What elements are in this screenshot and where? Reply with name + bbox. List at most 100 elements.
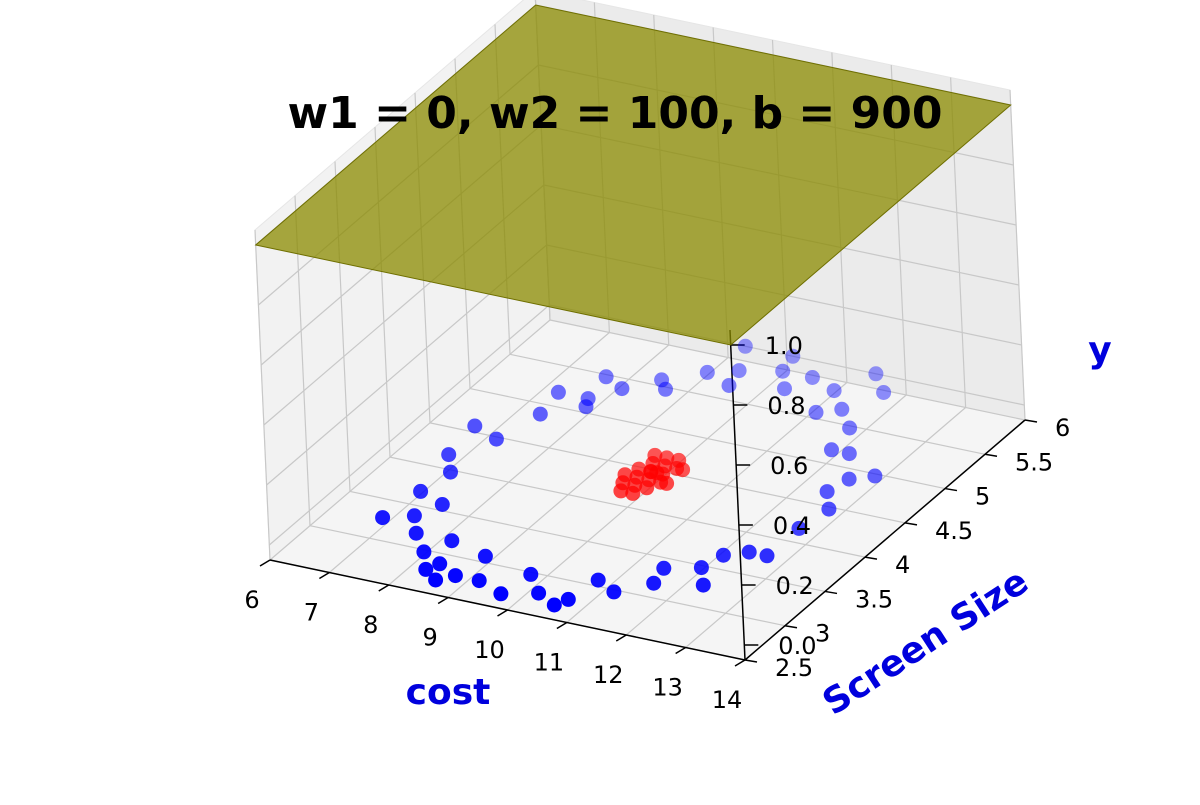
blue-point: [785, 348, 801, 364]
blue-point: [759, 548, 775, 564]
z-tick-label: 0.2: [776, 572, 814, 600]
y-axis-line: [744, 419, 1026, 661]
floor-grid-y: [509, 353, 986, 455]
x-tick-label: 12: [593, 661, 624, 689]
blue-point: [413, 483, 429, 499]
blue-point: [721, 378, 737, 393]
blue-point: [693, 560, 709, 576]
blue-point: [658, 381, 673, 397]
x-axis-label: cost: [406, 672, 491, 713]
y-tick-mark: [944, 487, 958, 492]
y-tick-label: 4: [895, 551, 910, 579]
x-tick-mark: [318, 571, 330, 580]
left-grid-y: [254, 229, 271, 561]
surface-plane: [254, 4, 1012, 346]
blue-point: [606, 584, 622, 600]
x-tick-mark: [378, 584, 390, 592]
blue-point: [441, 447, 457, 463]
blue-point: [443, 464, 458, 480]
x-tick-mark: [675, 646, 687, 655]
blue-point: [546, 597, 562, 613]
blue-point: [841, 471, 857, 487]
y-tick-mark: [904, 522, 918, 526]
blue-point: [821, 501, 837, 517]
z-axis-label: y: [1088, 330, 1111, 371]
blue-point: [842, 420, 858, 436]
blue-point: [416, 544, 432, 560]
decision-plane: [254, 4, 1012, 346]
blue-point: [523, 566, 539, 582]
blue-point: [656, 560, 672, 576]
x-tick-label: 13: [652, 674, 683, 702]
red-point: [625, 485, 641, 501]
blue-point: [375, 510, 391, 526]
blue-point: [406, 508, 422, 524]
floor-grid-x: [685, 407, 967, 648]
blue-point: [834, 401, 850, 417]
y-tick-label: 4.5: [935, 517, 973, 545]
blue-point: [777, 381, 792, 397]
blue-point: [819, 484, 835, 500]
floor-grid-y: [389, 456, 866, 558]
floor-grid-x: [447, 357, 729, 598]
blue-point: [531, 585, 547, 601]
floor-grid-x: [566, 382, 848, 623]
y-tick-label: 5: [975, 483, 990, 511]
z-tick-label: 0.6: [770, 452, 808, 480]
x-tick-label: 14: [712, 686, 743, 714]
blue-point: [532, 406, 548, 422]
blue-point: [731, 363, 747, 379]
blue-point: [824, 442, 839, 458]
blue-point: [868, 366, 884, 382]
blue-point: [444, 533, 460, 549]
x-tick-label: 6: [244, 586, 259, 614]
blue-point: [418, 561, 434, 577]
blue-point: [598, 369, 614, 385]
blue-point: [646, 575, 662, 591]
z-axis-line: [729, 329, 746, 661]
floor-grid-y: [549, 319, 1026, 421]
x-tick-mark: [437, 596, 449, 605]
y-tick-mark: [824, 590, 838, 595]
red-point: [639, 480, 655, 496]
floor-grid-y: [349, 490, 826, 593]
floor-grid-x: [328, 332, 610, 573]
blue-point: [560, 591, 576, 607]
y-tick-mark: [864, 556, 878, 560]
y-tick-label: 3.5: [855, 585, 893, 613]
blue-point: [471, 573, 487, 589]
blue-point: [808, 404, 824, 420]
x-tick-mark: [734, 659, 746, 667]
blue-point: [699, 364, 715, 380]
blue-point: [741, 544, 757, 560]
red-point: [613, 483, 629, 499]
blue-point: [715, 547, 731, 563]
blue-point: [477, 548, 493, 564]
blue-point: [737, 338, 753, 354]
blue-point: [695, 577, 711, 593]
tick-labels: 6 7 8 9 10 11 12 13 142.533.544.555.560.00.20.40…: [244, 332, 1070, 714]
blue-point: [408, 525, 424, 541]
y-tick-mark: [984, 453, 998, 458]
floor-grid-y: [469, 387, 946, 490]
z-tick-label: 0.8: [767, 392, 805, 420]
blue-point: [791, 520, 807, 536]
floor-grid-y: [309, 525, 786, 627]
blue-point: [432, 556, 448, 572]
blue-point: [614, 381, 630, 397]
x-tick-mark: [497, 609, 508, 617]
y-tick-label: 6: [1055, 414, 1070, 442]
blue-point: [867, 468, 883, 484]
blue-point: [550, 384, 566, 400]
z-tick-label: 1.0: [765, 332, 803, 360]
blue-point: [775, 363, 791, 379]
floor-grid-x: [269, 319, 551, 561]
blue-point: [428, 572, 444, 588]
x-tick-mark: [615, 634, 627, 642]
x-tick-mark: [556, 621, 568, 630]
x-tick-label: 9: [422, 624, 437, 652]
blue-point: [488, 431, 504, 447]
red-point: [675, 462, 691, 478]
blue-point: [493, 586, 509, 602]
x-tick-mark: [259, 559, 271, 567]
